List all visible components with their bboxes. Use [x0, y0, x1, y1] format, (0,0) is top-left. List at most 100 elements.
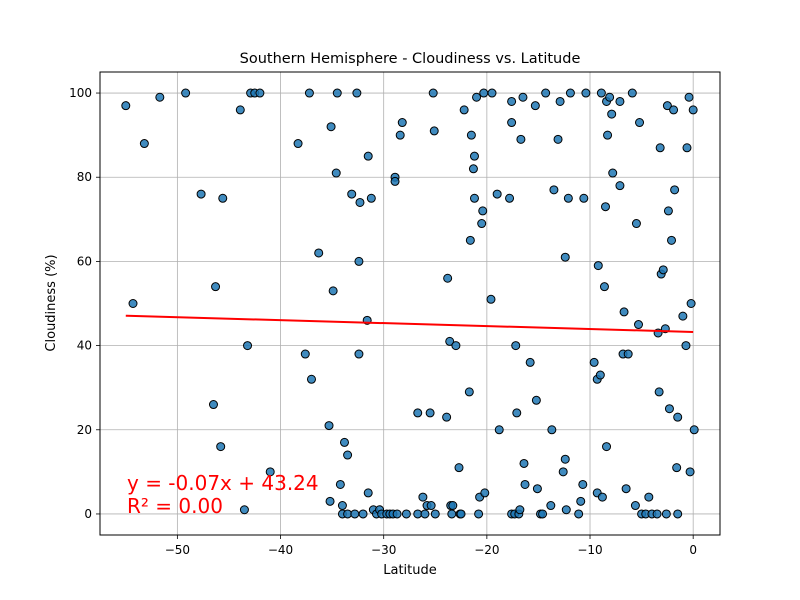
plot-area: [100, 72, 720, 535]
data-point: [689, 425, 699, 435]
data-point: [516, 134, 526, 144]
data-point: [561, 505, 571, 515]
data-point: [392, 509, 402, 519]
x-axis-ticks: −50 −40 −30 −20 −10 0: [165, 535, 697, 557]
data-point: [335, 479, 345, 489]
data-point: [477, 219, 487, 229]
data-point: [619, 307, 629, 317]
data-point: [538, 509, 548, 519]
data-point: [480, 488, 490, 498]
data-point: [293, 139, 303, 149]
data-point: [487, 88, 497, 98]
data-point: [479, 88, 489, 98]
data-point: [358, 509, 368, 519]
data-point: [304, 88, 314, 98]
data-point: [181, 88, 191, 98]
data-point: [243, 341, 253, 351]
data-point: [579, 193, 589, 203]
data-point: [615, 181, 625, 191]
data-point: [644, 492, 654, 502]
data-point: [608, 168, 618, 178]
data-point: [332, 88, 342, 98]
data-point: [196, 189, 206, 199]
y-axis-label: Cloudiness (%): [44, 254, 59, 351]
data-point: [589, 357, 599, 367]
data-point: [426, 501, 436, 511]
data-point: [684, 92, 694, 102]
data-point: [515, 505, 525, 515]
data-point: [578, 479, 588, 489]
data-point: [662, 101, 672, 111]
data-point: [669, 105, 679, 115]
data-point: [395, 130, 405, 140]
data-point: [623, 349, 633, 359]
data-point: [630, 501, 640, 511]
data-point: [466, 130, 476, 140]
data-point: [354, 256, 364, 266]
data-point: [511, 341, 521, 351]
y-tick-label: 20: [77, 423, 92, 437]
data-point: [326, 122, 336, 132]
data-point: [553, 134, 563, 144]
data-point: [459, 105, 469, 115]
data-point: [558, 467, 568, 477]
data-point: [555, 96, 565, 106]
data-point: [607, 109, 617, 119]
data-point: [447, 509, 457, 519]
data-point: [442, 412, 452, 422]
data-point: [139, 139, 149, 149]
data-point: [397, 118, 407, 128]
data-point: [599, 282, 609, 292]
data-point: [350, 509, 360, 519]
data-point: [507, 118, 517, 128]
data-point: [454, 463, 464, 473]
data-point: [532, 484, 542, 494]
plot-frame: [99, 71, 721, 536]
x-tick-label: 0: [689, 543, 697, 557]
data-point: [525, 357, 535, 367]
y-tick-label: 60: [77, 254, 92, 268]
data-point: [560, 454, 570, 464]
data-point: [469, 151, 479, 161]
x-tick-label: −50: [165, 543, 190, 557]
data-point: [686, 299, 696, 308]
data-point: [331, 168, 341, 178]
data-point: [418, 492, 428, 502]
data-point: [530, 101, 540, 111]
data-point: [128, 299, 138, 308]
data-point: [429, 126, 439, 136]
data-point: [239, 505, 249, 515]
data-point: [363, 151, 373, 161]
data-point: [581, 88, 591, 98]
data-point: [593, 261, 603, 271]
data-point: [621, 484, 631, 494]
data-point: [546, 501, 556, 511]
data-point: [631, 219, 641, 229]
data-point: [541, 88, 551, 98]
x-tick-label: −30: [371, 543, 396, 557]
data-point: [682, 143, 692, 153]
data-point: [518, 92, 528, 102]
data-point: [155, 92, 165, 102]
data-point: [366, 193, 376, 203]
data-point: [468, 164, 478, 174]
data-point: [324, 421, 334, 431]
data-point: [300, 349, 310, 359]
x-tick-label: −40: [268, 543, 293, 557]
data-point: [456, 509, 466, 519]
x-tick-label: −10: [577, 543, 602, 557]
data-point: [464, 387, 474, 397]
data-point: [652, 509, 662, 519]
data-point: [420, 509, 430, 519]
data-points: [121, 88, 699, 519]
data-point: [211, 282, 221, 292]
data-point: [520, 479, 530, 489]
data-point: [600, 202, 610, 212]
data-point: [337, 501, 347, 511]
data-point: [658, 265, 668, 275]
data-point: [547, 425, 557, 435]
data-point: [603, 130, 613, 140]
data-point: [673, 412, 683, 422]
regression-line: [125, 314, 694, 333]
data-point: [678, 311, 688, 321]
